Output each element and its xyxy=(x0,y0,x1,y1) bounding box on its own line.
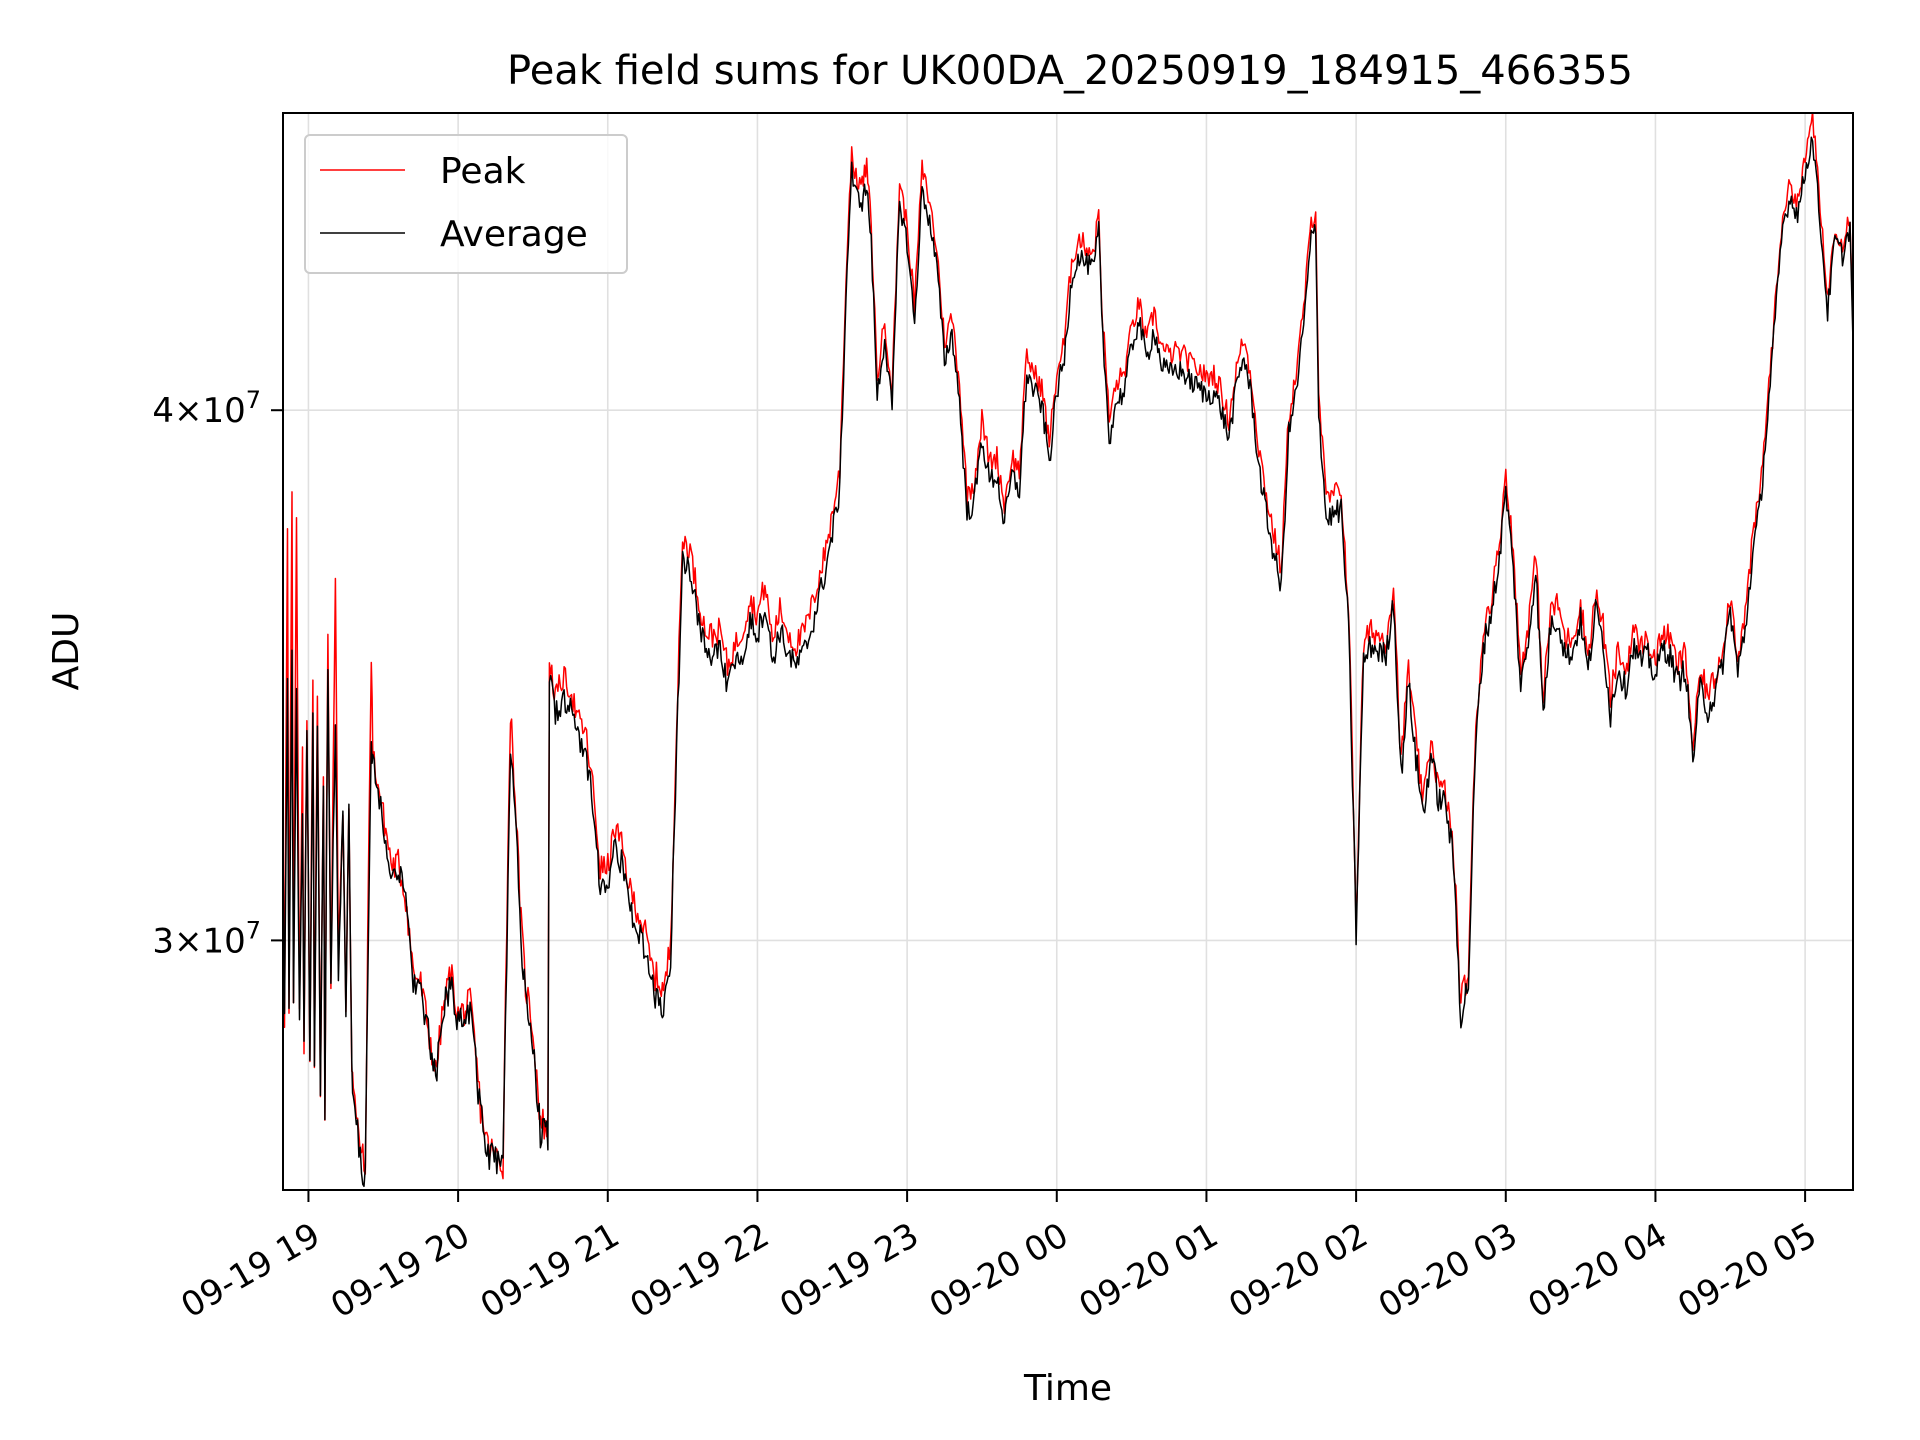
series-layer xyxy=(283,113,1853,1188)
y-tick-label: 3×107 xyxy=(152,916,261,961)
axes-frame xyxy=(282,112,1854,1191)
grid xyxy=(283,113,1853,1190)
series-line-peak xyxy=(283,113,1853,1180)
plot-area xyxy=(283,113,1853,1188)
y-axis: 3×107 4×107 xyxy=(152,386,283,961)
chart-title: Peak field sums for UK00DA_20250919_1849… xyxy=(507,48,1633,94)
y-axis-label: ADU xyxy=(46,612,87,691)
y-tick-label: 4×107 xyxy=(152,386,261,431)
x-axis-label: Time xyxy=(1023,1368,1112,1409)
legend: Peak Average xyxy=(304,134,628,274)
legend-label-average: Average xyxy=(440,214,588,255)
series-line-average xyxy=(283,136,1853,1188)
legend-label-peak: Peak xyxy=(440,151,526,192)
